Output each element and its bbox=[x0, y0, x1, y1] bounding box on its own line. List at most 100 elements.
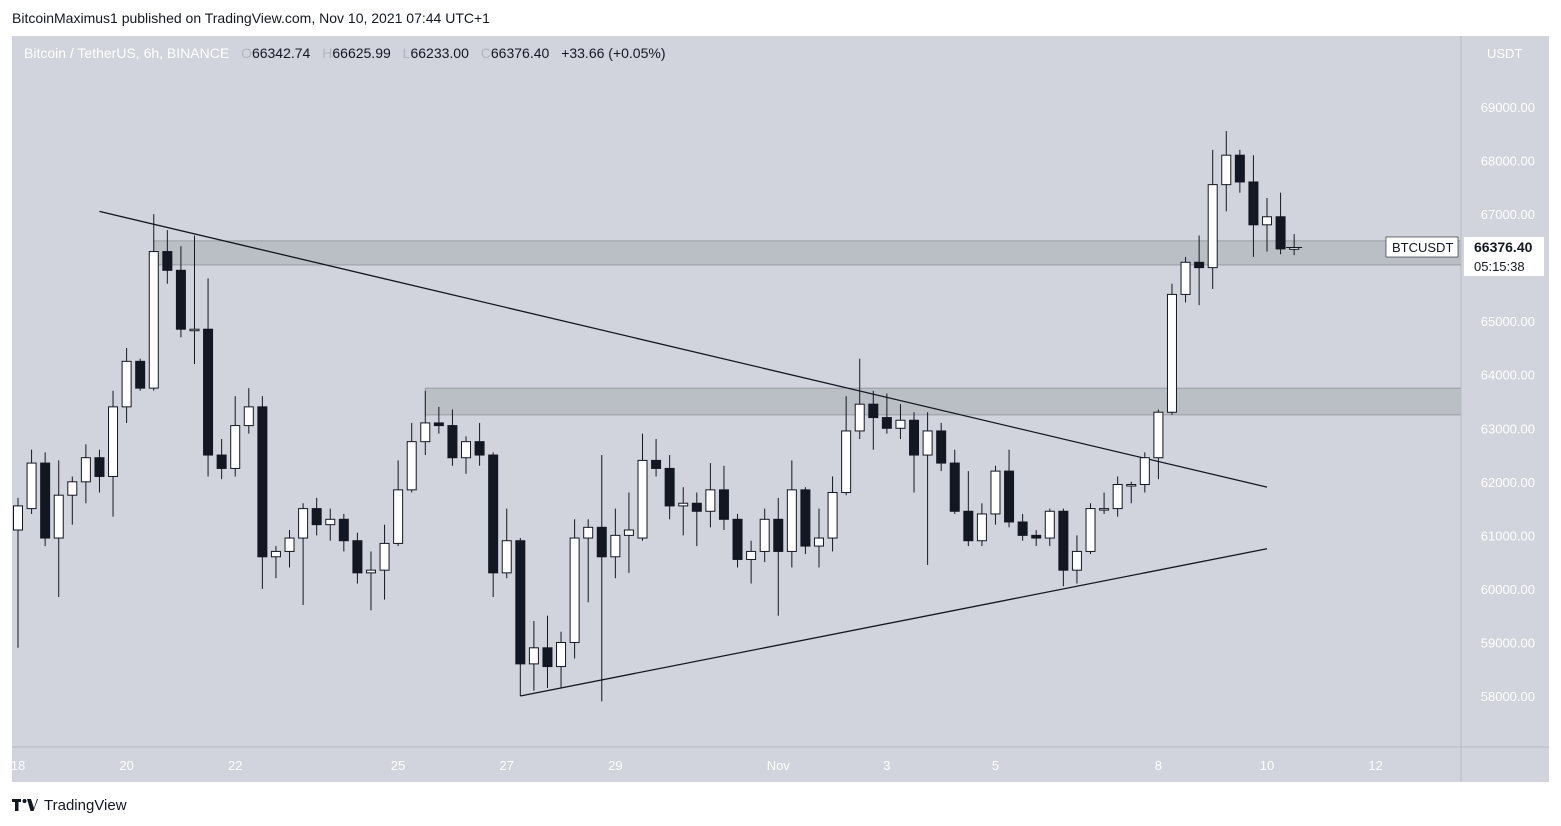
candle[interactable] bbox=[1180, 256, 1191, 303]
candle[interactable] bbox=[610, 508, 621, 579]
resistance-zone-1[interactable] bbox=[153, 240, 1462, 266]
candle[interactable] bbox=[1139, 452, 1150, 493]
candle[interactable] bbox=[365, 551, 376, 611]
candle[interactable] bbox=[949, 449, 960, 514]
candle[interactable] bbox=[488, 452, 499, 597]
candle[interactable] bbox=[841, 396, 852, 496]
candle[interactable] bbox=[298, 503, 309, 605]
candle[interactable] bbox=[868, 390, 879, 450]
candle[interactable] bbox=[691, 492, 702, 547]
candle[interactable] bbox=[786, 460, 797, 568]
candle[interactable] bbox=[515, 538, 526, 696]
candle[interactable] bbox=[284, 530, 295, 568]
candle[interactable] bbox=[678, 487, 689, 536]
candle[interactable] bbox=[732, 513, 743, 568]
candle[interactable] bbox=[189, 235, 200, 365]
candle[interactable] bbox=[216, 438, 227, 480]
candle[interactable] bbox=[854, 358, 865, 439]
candle[interactable] bbox=[26, 449, 37, 514]
candle[interactable] bbox=[637, 433, 648, 541]
candle[interactable] bbox=[664, 455, 675, 520]
candle[interactable] bbox=[461, 436, 472, 474]
candle[interactable] bbox=[922, 412, 933, 565]
candle[interactable] bbox=[759, 508, 770, 563]
candle[interactable] bbox=[53, 460, 64, 597]
candle[interactable] bbox=[243, 388, 254, 434]
candle[interactable] bbox=[40, 452, 51, 547]
candle[interactable] bbox=[1262, 198, 1272, 252]
candle[interactable] bbox=[311, 497, 322, 536]
candle[interactable] bbox=[1166, 283, 1177, 415]
candle[interactable] bbox=[895, 404, 906, 439]
candle[interactable] bbox=[718, 465, 729, 531]
candle[interactable] bbox=[909, 412, 920, 493]
candle[interactable] bbox=[705, 463, 716, 528]
candle[interactable] bbox=[936, 422, 947, 472]
candle[interactable] bbox=[773, 497, 784, 616]
candle[interactable] bbox=[80, 444, 91, 504]
candle[interactable] bbox=[651, 438, 662, 477]
candle[interactable] bbox=[1004, 449, 1015, 528]
candle[interactable] bbox=[569, 519, 580, 659]
candle[interactable] bbox=[1017, 513, 1028, 541]
candle[interactable] bbox=[1153, 409, 1164, 480]
candle[interactable] bbox=[13, 497, 23, 648]
candle[interactable] bbox=[121, 347, 132, 423]
candle[interactable] bbox=[1207, 149, 1218, 290]
candle[interactable] bbox=[148, 214, 159, 391]
candle[interactable] bbox=[1031, 530, 1042, 547]
candle[interactable] bbox=[501, 508, 512, 579]
candle[interactable] bbox=[881, 393, 892, 434]
candle[interactable] bbox=[1126, 481, 1137, 504]
candle[interactable] bbox=[203, 278, 214, 477]
candle[interactable] bbox=[108, 390, 119, 517]
candle[interactable] bbox=[1194, 235, 1205, 306]
candle[interactable] bbox=[433, 406, 444, 434]
candle[interactable] bbox=[1044, 508, 1055, 547]
candle[interactable] bbox=[379, 524, 390, 600]
trendline-2[interactable] bbox=[520, 548, 1268, 697]
candle[interactable] bbox=[1071, 535, 1082, 584]
candle[interactable] bbox=[94, 449, 105, 493]
candle[interactable] bbox=[556, 631, 567, 688]
candle[interactable] bbox=[1112, 476, 1123, 517]
candlestick-chart[interactable]: 58000.00 59000.00 60000.00 61000.00 62000.00… bbox=[12, 36, 1549, 782]
candle[interactable] bbox=[1234, 149, 1245, 193]
candle[interactable] bbox=[474, 422, 485, 466]
candle[interactable] bbox=[1099, 492, 1110, 514]
candle[interactable] bbox=[1221, 131, 1232, 212]
candle[interactable] bbox=[67, 476, 78, 525]
candle[interactable] bbox=[406, 422, 417, 493]
candle[interactable] bbox=[596, 455, 607, 702]
candle[interactable] bbox=[325, 508, 336, 541]
candle[interactable] bbox=[1058, 508, 1069, 587]
candle[interactable] bbox=[976, 503, 987, 547]
candle[interactable] bbox=[583, 519, 594, 603]
candle[interactable] bbox=[528, 621, 539, 691]
candle[interactable] bbox=[338, 513, 349, 552]
candle[interactable] bbox=[542, 615, 553, 688]
candle[interactable] bbox=[813, 508, 824, 568]
candle[interactable] bbox=[420, 390, 431, 456]
candle[interactable] bbox=[257, 396, 268, 589]
candle[interactable] bbox=[135, 358, 146, 391]
candle[interactable] bbox=[1248, 155, 1259, 257]
trendline-1[interactable] bbox=[99, 210, 1268, 488]
candle[interactable] bbox=[623, 492, 634, 573]
tradingview-brand[interactable]: TradingView bbox=[12, 794, 127, 816]
candle[interactable] bbox=[352, 532, 363, 584]
candle[interactable] bbox=[990, 465, 1001, 525]
candle[interactable] bbox=[230, 396, 241, 477]
candle[interactable] bbox=[393, 460, 404, 547]
candle[interactable] bbox=[447, 409, 458, 466]
candle[interactable] bbox=[1275, 192, 1286, 255]
candle[interactable] bbox=[746, 540, 757, 584]
candle[interactable] bbox=[162, 230, 173, 284]
candle[interactable] bbox=[800, 487, 811, 555]
candle[interactable] bbox=[175, 246, 186, 338]
candle[interactable] bbox=[963, 471, 974, 547]
candle[interactable] bbox=[827, 476, 838, 552]
candle[interactable] bbox=[270, 546, 281, 579]
legend-symbol[interactable]: Bitcoin / TetherUS, 6h, BINANCE bbox=[24, 45, 230, 61]
candle[interactable] bbox=[1085, 503, 1096, 555]
